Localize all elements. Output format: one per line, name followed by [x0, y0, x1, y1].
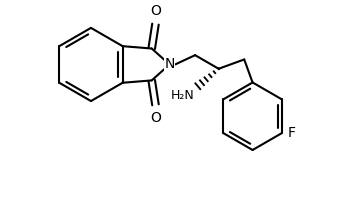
Text: O: O — [150, 111, 161, 125]
Text: O: O — [150, 4, 161, 18]
Text: H₂N: H₂N — [170, 89, 194, 102]
Text: N: N — [164, 57, 175, 71]
Text: F: F — [287, 126, 295, 140]
